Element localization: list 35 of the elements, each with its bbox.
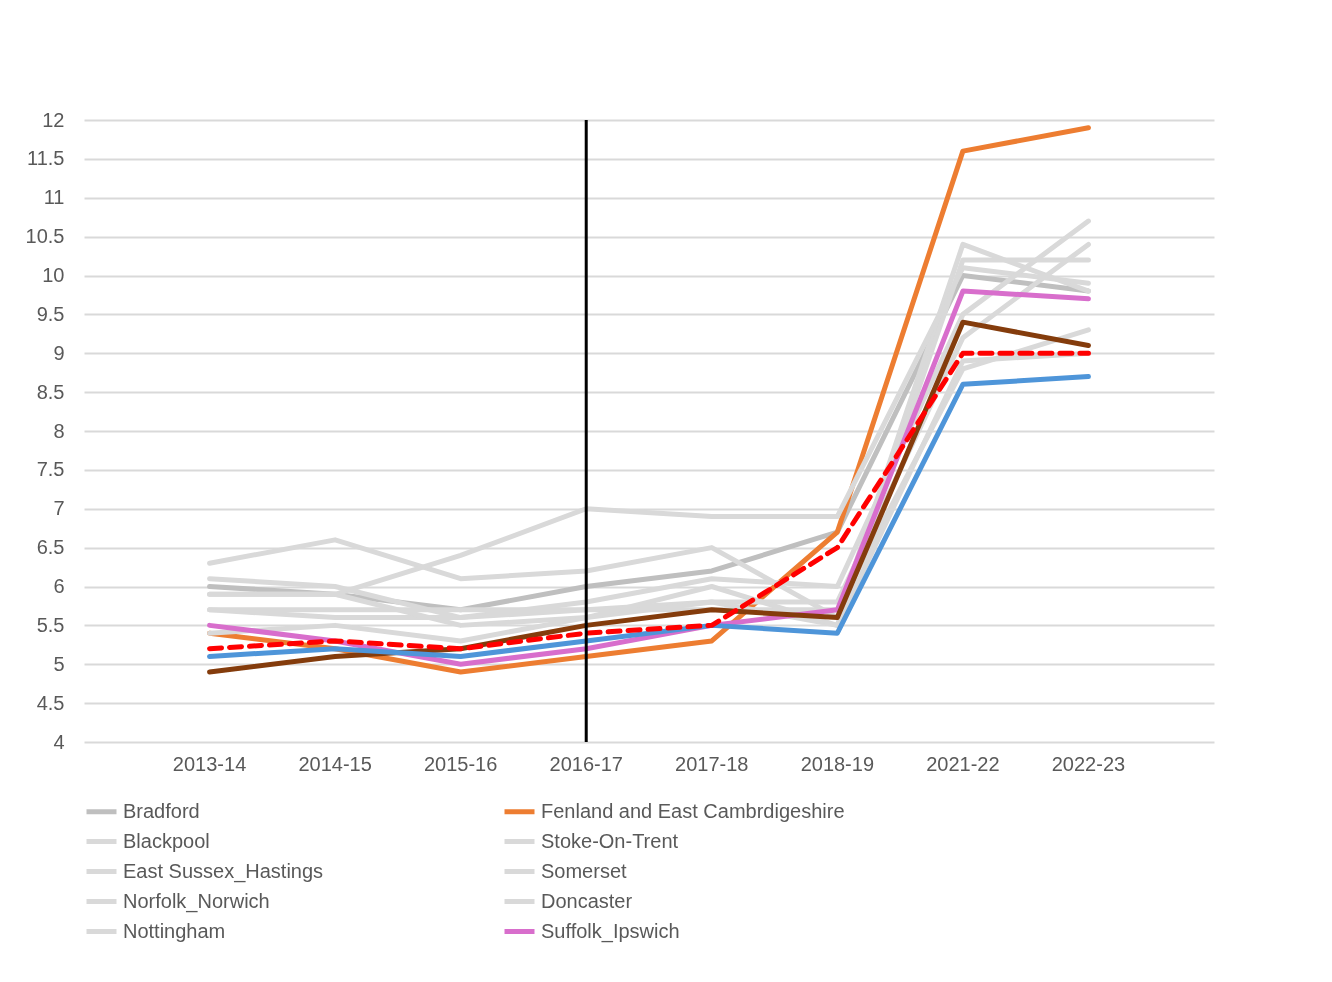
legend-label: Nottingham (123, 919, 226, 942)
y-tick-label: 5 (53, 652, 65, 675)
x-tick-label: 2018-19 (800, 752, 875, 775)
legend-label: Blackpool (123, 829, 210, 852)
y-tick-label: 9 (53, 341, 65, 364)
y-tick-label: 8 (53, 419, 65, 442)
x-tick-label: 2014-15 (298, 752, 372, 775)
y-tick-label: 8.5 (36, 380, 65, 403)
x-tick-label: 2017-18 (675, 752, 749, 775)
y-tick-label: 7 (53, 497, 65, 520)
legend-label: Norfolk_Norwich (123, 889, 270, 913)
x-tick-label: 2016-17 (549, 752, 623, 775)
x-tick-label: 2022-23 (1051, 752, 1126, 775)
x-tick-label: 2021-22 (926, 752, 1000, 775)
legend-label: Somerset (541, 859, 628, 882)
legend-label: Doncaster (541, 889, 633, 912)
y-tick-label: 7.5 (36, 458, 65, 481)
legend-label: Fenland and East Cambrdigeshire (541, 799, 845, 822)
y-tick-label: 6.5 (36, 536, 65, 559)
legend-label: Bradford (123, 799, 200, 822)
y-tick-label: 10 (42, 264, 65, 286)
y-tick-label: 9.5 (36, 302, 65, 325)
legend-label: Stoke-On-Trent (541, 829, 679, 852)
y-tick-label: 11 (43, 186, 65, 209)
x-tick-label: 2013-14 (172, 752, 247, 775)
x-tick-label: 2015-16 (423, 752, 498, 775)
y-tick-label: 12 (42, 108, 65, 131)
y-tick-label: 4 (53, 730, 65, 753)
legend-label: Suffolk_Ipswich (541, 919, 680, 943)
y-tick-label: 5.5 (36, 613, 65, 636)
y-tick-label: 11.5 (27, 147, 65, 170)
y-tick-label: 6 (53, 575, 65, 597)
y-tick-label: 4.5 (36, 691, 65, 714)
legend-label: East Sussex_Hastings (123, 859, 324, 883)
y-tick-label: 10.5 (25, 225, 65, 248)
